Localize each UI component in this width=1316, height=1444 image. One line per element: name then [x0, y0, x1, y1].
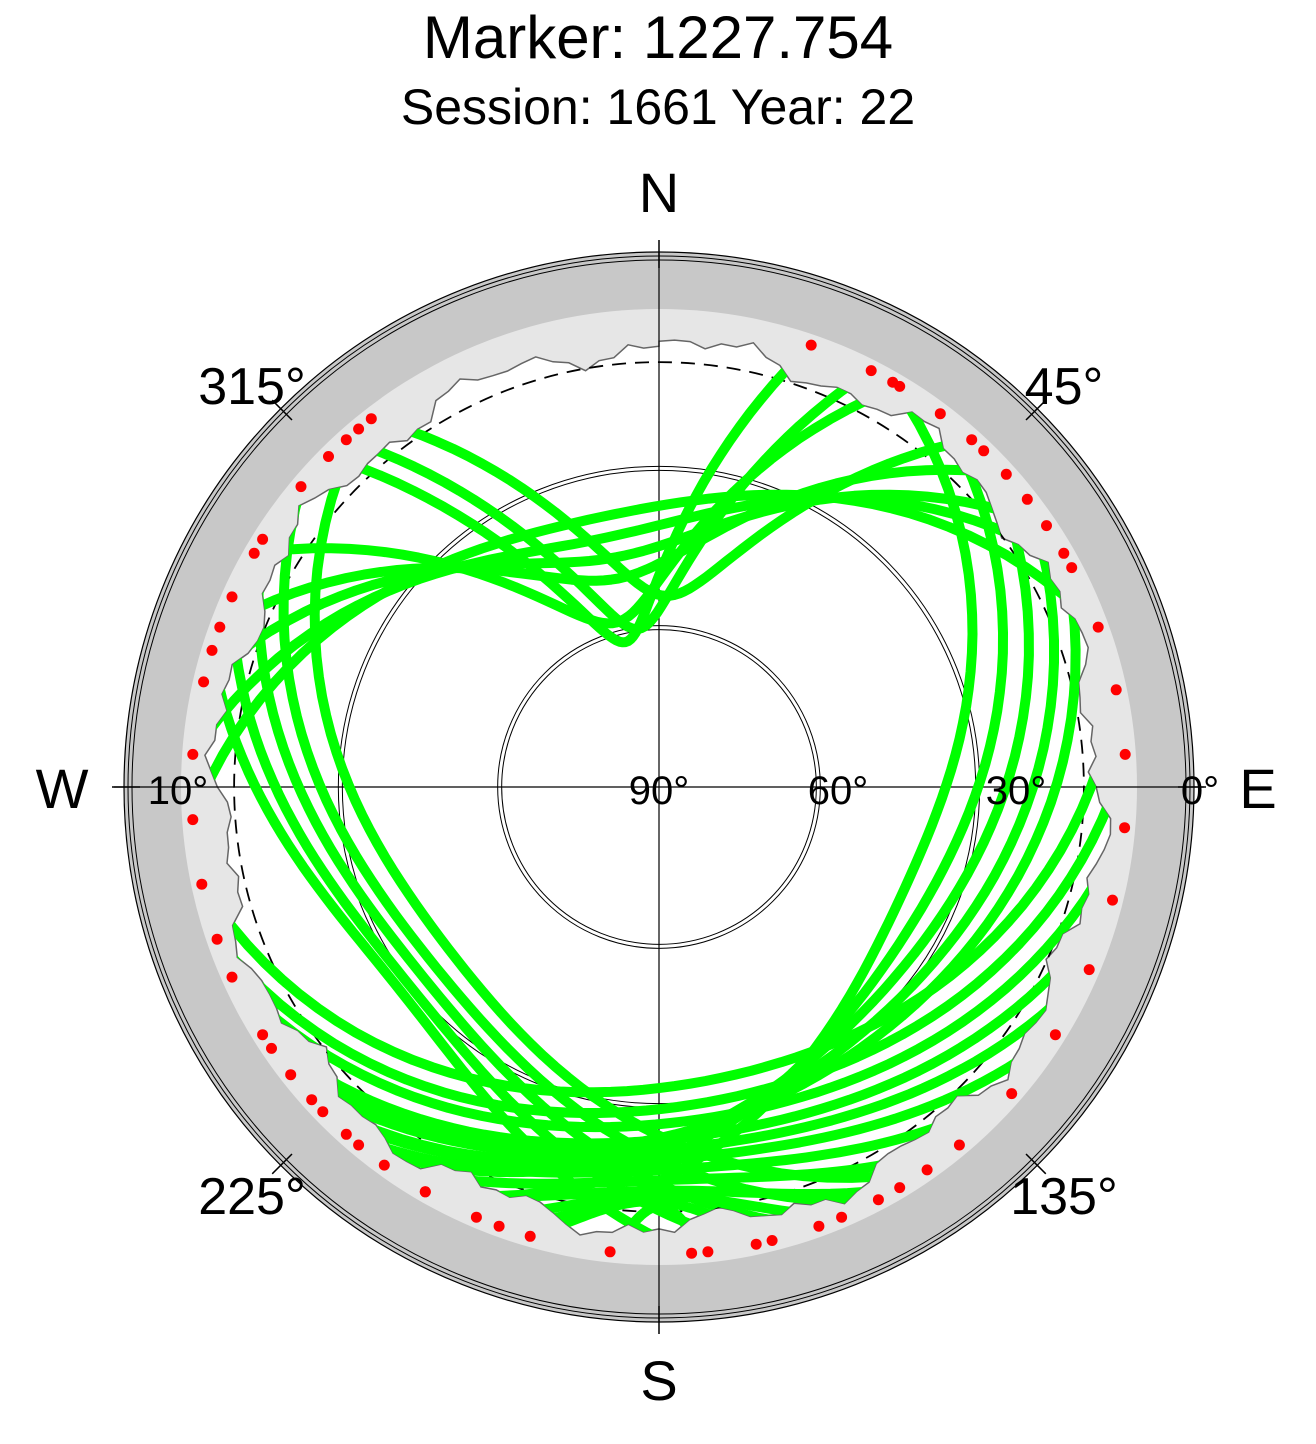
chart-title: Marker: 1227.754	[422, 4, 894, 71]
satellite-track	[204, 684, 1111, 1098]
track-start-point	[1066, 562, 1078, 574]
track-start-point	[1058, 547, 1070, 559]
azimuth-tick	[271, 1153, 293, 1175]
satellite-track	[249, 381, 905, 629]
azimuth-tick	[1025, 399, 1047, 421]
track-end-point	[340, 434, 352, 446]
azimuth-225-label: 225°	[198, 1168, 306, 1226]
track-start-point	[872, 1194, 884, 1206]
compass-west-label: W	[36, 757, 89, 820]
track-end-point	[317, 1106, 329, 1118]
compass-north-label: N	[639, 161, 679, 224]
elevation-30-label: 30°	[986, 769, 1047, 813]
track-end-point	[419, 1186, 431, 1198]
track-end-point	[196, 878, 208, 890]
track-start-point	[686, 1247, 698, 1259]
track-start-point	[1006, 1088, 1018, 1100]
track-end-point	[306, 1094, 318, 1106]
track-start-point	[953, 1139, 965, 1151]
track-end-point	[353, 423, 365, 435]
track-end-point	[378, 1159, 390, 1171]
elevation-10-label: 10°	[148, 769, 209, 813]
track-end-point	[295, 481, 307, 493]
track-end-point	[214, 621, 226, 633]
track-end-point	[365, 413, 377, 425]
track-start-point	[921, 1164, 933, 1176]
track-start-point	[813, 1220, 825, 1232]
elevation-60-label: 60°	[808, 769, 869, 813]
chart-subtitle: Session: 1661 Year: 22	[400, 79, 916, 135]
track-end-point	[257, 533, 269, 545]
track-start-point	[750, 1238, 762, 1250]
track-end-point	[266, 1042, 277, 1054]
track-end-point	[493, 1220, 505, 1232]
track-end-point	[353, 1139, 365, 1151]
track-end-point	[226, 971, 238, 983]
track-start-point	[1049, 1029, 1061, 1041]
satellite-track	[494, 377, 978, 1232]
track-start-point	[966, 434, 978, 446]
track-start-point	[1000, 468, 1012, 480]
track-start-point	[1119, 748, 1131, 760]
track-end-point	[226, 591, 238, 603]
elevation-0-label: 0°	[1181, 769, 1219, 813]
track-endpoints	[187, 339, 1131, 1259]
track-start-point	[702, 1246, 714, 1258]
track-start-point	[865, 365, 877, 377]
satellite-track	[227, 822, 1111, 1133]
track-start-point	[1083, 964, 1095, 976]
track-end-point	[187, 748, 199, 760]
track-start-point	[894, 1182, 906, 1194]
azimuth-135-label: 135°	[1010, 1168, 1118, 1226]
track-start-point	[1107, 894, 1118, 906]
track-end-point	[206, 644, 218, 656]
track-end-point	[187, 814, 199, 826]
track-start-point	[978, 445, 990, 457]
satellite-track	[266, 548, 1081, 1155]
satellite-track	[306, 494, 1059, 1165]
track-start-point	[1021, 493, 1033, 505]
satellite-track	[309, 424, 933, 1183]
satellite-track	[323, 340, 817, 648]
track-start-point	[836, 1211, 848, 1223]
compass-south-label: S	[640, 1349, 677, 1412]
track-start-point	[805, 339, 817, 351]
elevation-ring-60	[501, 629, 817, 945]
satellite-track	[278, 481, 884, 1206]
track-start-point	[1110, 684, 1122, 696]
satellite-track	[253, 534, 824, 1232]
satellite-track	[214, 464, 1012, 633]
track-start-point	[934, 408, 946, 420]
azimuth-tick	[271, 399, 293, 421]
track-start-point	[1119, 822, 1131, 834]
satellite-track	[227, 591, 762, 1236]
track-end-point	[248, 547, 260, 559]
track-end-point	[340, 1128, 352, 1140]
track-end-point	[470, 1211, 482, 1223]
track-start-point	[887, 376, 899, 388]
elevation-90-label: 90°	[629, 769, 690, 813]
azimuth-315-label: 315°	[198, 358, 306, 416]
satellite-track	[420, 408, 1008, 1201]
track-start-point	[1041, 520, 1052, 532]
satellite-track	[204, 492, 1077, 760]
azimuth-45-label: 45°	[1025, 358, 1104, 416]
track-end-point	[198, 676, 210, 688]
track-end-point	[323, 451, 334, 462]
satellite-track	[379, 1140, 965, 1189]
track-start-point	[1092, 621, 1104, 633]
track-end-point	[604, 1246, 616, 1258]
elevation-ring-60-outer	[497, 625, 821, 949]
azimuth-tick	[1025, 1153, 1047, 1175]
satellite-track	[212, 749, 1111, 1118]
axis-labels: N S E W 45° 135° 225° 315° 0° 10° 30° 60…	[36, 161, 1277, 1412]
track-end-point	[524, 1230, 536, 1242]
track-start-point	[766, 1235, 778, 1246]
track-end-point	[211, 933, 223, 945]
track-end-point	[285, 1069, 297, 1081]
satellite-track	[207, 645, 697, 1236]
compass-east-label: E	[1239, 757, 1276, 820]
track-end-point	[257, 1029, 269, 1041]
